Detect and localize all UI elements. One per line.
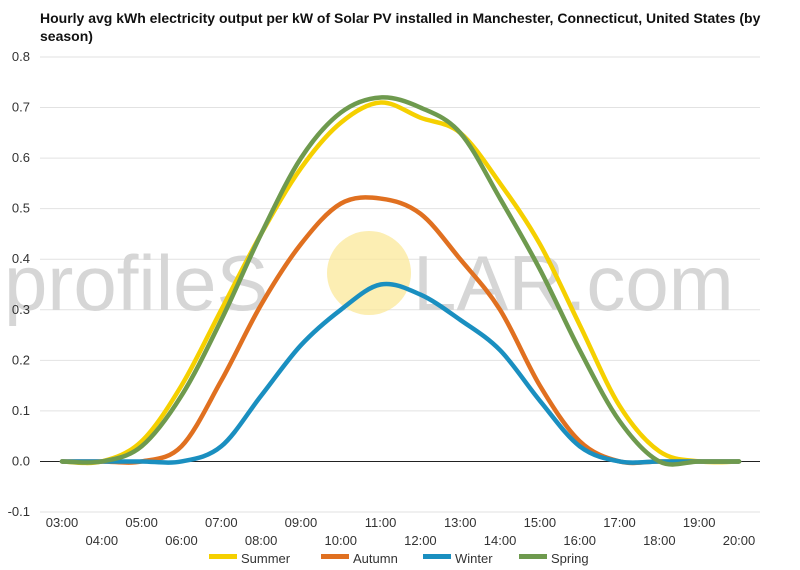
y-tick-label: -0.1: [8, 504, 30, 519]
axes: -0.1 0.0 0.1 0.2 0.3 0.4 0.5 0.6 0.7 0.8 03:00 04:0…: [8, 49, 760, 548]
x-tick-label: 18:00: [643, 533, 676, 548]
watermark-text-left: profileS: [4, 239, 268, 327]
legend-label-autumn: Autumn: [353, 551, 398, 566]
x-tick-label: 10:00: [324, 533, 357, 548]
watermark-sun: [327, 231, 411, 315]
series-line-summer: [59, 100, 742, 466]
y-tick-label: 0.2: [12, 352, 30, 367]
x-tick-label: 17:00: [603, 515, 636, 530]
x-tick-label: 14:00: [484, 533, 517, 548]
x-tick-label: 11:00: [365, 515, 397, 530]
legend: Summer Autumn Winter Spring: [209, 551, 589, 566]
x-tick-label: 07:00: [205, 515, 238, 530]
y-tick-label: 0.6: [12, 150, 30, 165]
legend-swatch-autumn: [321, 554, 349, 559]
legend-swatch-winter: [423, 554, 451, 559]
x-tick-label: 16:00: [563, 533, 596, 548]
series-lines: [59, 95, 742, 467]
x-tick-label: 12:00: [404, 533, 437, 548]
y-tick-label: 0.5: [12, 201, 30, 216]
x-tick-label: 06:00: [165, 533, 198, 548]
x-tick-label: 08:00: [245, 533, 278, 548]
x-tick-label: 20:00: [723, 533, 756, 548]
x-tick-label: 03:00: [46, 515, 79, 530]
legend-swatch-spring: [519, 554, 547, 559]
y-tick-label: 0.4: [12, 251, 30, 266]
y-tick-label: 0.7: [12, 100, 30, 115]
series-line-winter: [59, 281, 742, 465]
legend-label-winter: Winter: [455, 551, 493, 566]
chart-title: Hourly avg kWh electricity output per kW…: [40, 10, 761, 44]
y-tick-label: 0.1: [12, 403, 30, 418]
series-line-spring: [59, 95, 742, 467]
y-tick-label: 0.8: [12, 49, 30, 64]
legend-label-summer: Summer: [241, 551, 291, 566]
legend-swatch-summer: [209, 554, 237, 559]
y-tick-label: 0.3: [12, 302, 30, 317]
x-tick-label: 19:00: [683, 515, 716, 530]
x-tick-label: 09:00: [285, 515, 318, 530]
legend-label-spring: Spring: [551, 551, 589, 566]
x-tick-label: 04:00: [86, 533, 119, 548]
x-tick-label: 05:00: [125, 515, 158, 530]
x-tick-label: 15:00: [524, 515, 557, 530]
x-tick-label: 13:00: [444, 515, 477, 530]
y-tick-label: 0.0: [12, 453, 30, 468]
watermark: profileS LAR.com: [4, 231, 734, 327]
